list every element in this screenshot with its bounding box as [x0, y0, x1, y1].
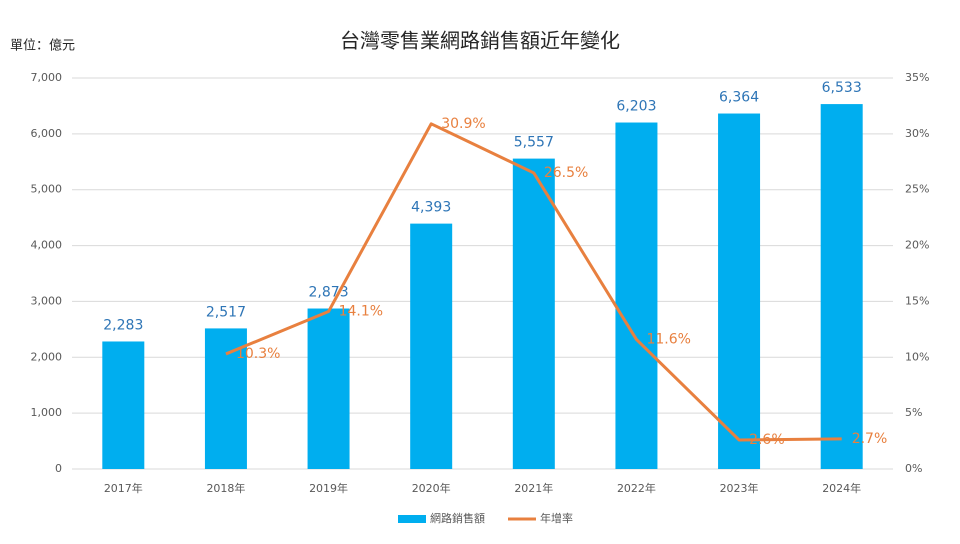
x-tick-label: 2021年 [514, 481, 553, 495]
y-tick-label: 7,000 [31, 71, 63, 84]
x-tick-label: 2017年 [104, 481, 143, 495]
chart-title: 台灣零售業網路銷售額近年變化 [340, 29, 620, 53]
data-label: 2,517 [206, 304, 246, 320]
x-tick-label: 2022年 [617, 481, 656, 495]
data-label: 6,203 [616, 99, 656, 115]
y2-tick-label: 30% [905, 127, 929, 140]
y-tick-label: 6,000 [31, 127, 63, 140]
data-label: 2.6% [749, 432, 785, 448]
bar [718, 113, 761, 469]
y-tick-label: 0 [55, 462, 62, 475]
data-label: 4,393 [411, 200, 451, 216]
bar [307, 308, 350, 469]
data-label: 2.7% [852, 431, 888, 447]
data-label: 10.3% [236, 346, 280, 362]
line [225, 122, 842, 442]
y2-tick-label: 10% [905, 350, 929, 363]
data-label: 26.5% [544, 165, 588, 181]
x-tick-label: 2023年 [720, 481, 759, 495]
legend-label: 網路銷售額 [430, 511, 485, 525]
bar [820, 104, 863, 469]
bar [615, 122, 658, 470]
x-tick-label: 2024年 [822, 481, 861, 495]
bar [204, 328, 247, 469]
data-label: 2,283 [103, 317, 143, 333]
bar [512, 158, 555, 469]
y2-tick-label: 0% [905, 462, 922, 475]
y-tick-label: 2,000 [31, 350, 63, 363]
y-tick-label: 5,000 [31, 183, 63, 196]
bar [102, 341, 145, 469]
bar [410, 223, 453, 469]
legend-label: 年增率 [540, 511, 573, 525]
y2-tick-label: 5% [905, 406, 922, 419]
y2-tick-label: 20% [905, 239, 929, 252]
data-label: 11.6% [646, 331, 690, 347]
y2-tick-label: 25% [905, 183, 929, 196]
data-label: 2,873 [309, 285, 349, 301]
y-tick-label: 1,000 [31, 406, 63, 419]
y-tick-label: 3,000 [31, 294, 63, 307]
y2-tick-label: 15% [905, 294, 929, 307]
data-label: 14.1% [339, 303, 383, 319]
y-tick-label: 4,000 [31, 239, 63, 252]
data-label: 6,533 [822, 80, 862, 96]
x-tick-label: 2020年 [412, 481, 451, 495]
data-label: 30.9% [441, 116, 485, 132]
x-tick-label: 2018年 [206, 481, 245, 495]
x-tick-label: 2019年 [309, 481, 348, 495]
y2-tick-label: 35% [905, 71, 929, 84]
unit-label: 單位：億元 [10, 38, 75, 54]
data-label: 6,364 [719, 90, 759, 106]
legend-swatch [398, 515, 426, 523]
data-label: 5,557 [514, 135, 554, 151]
